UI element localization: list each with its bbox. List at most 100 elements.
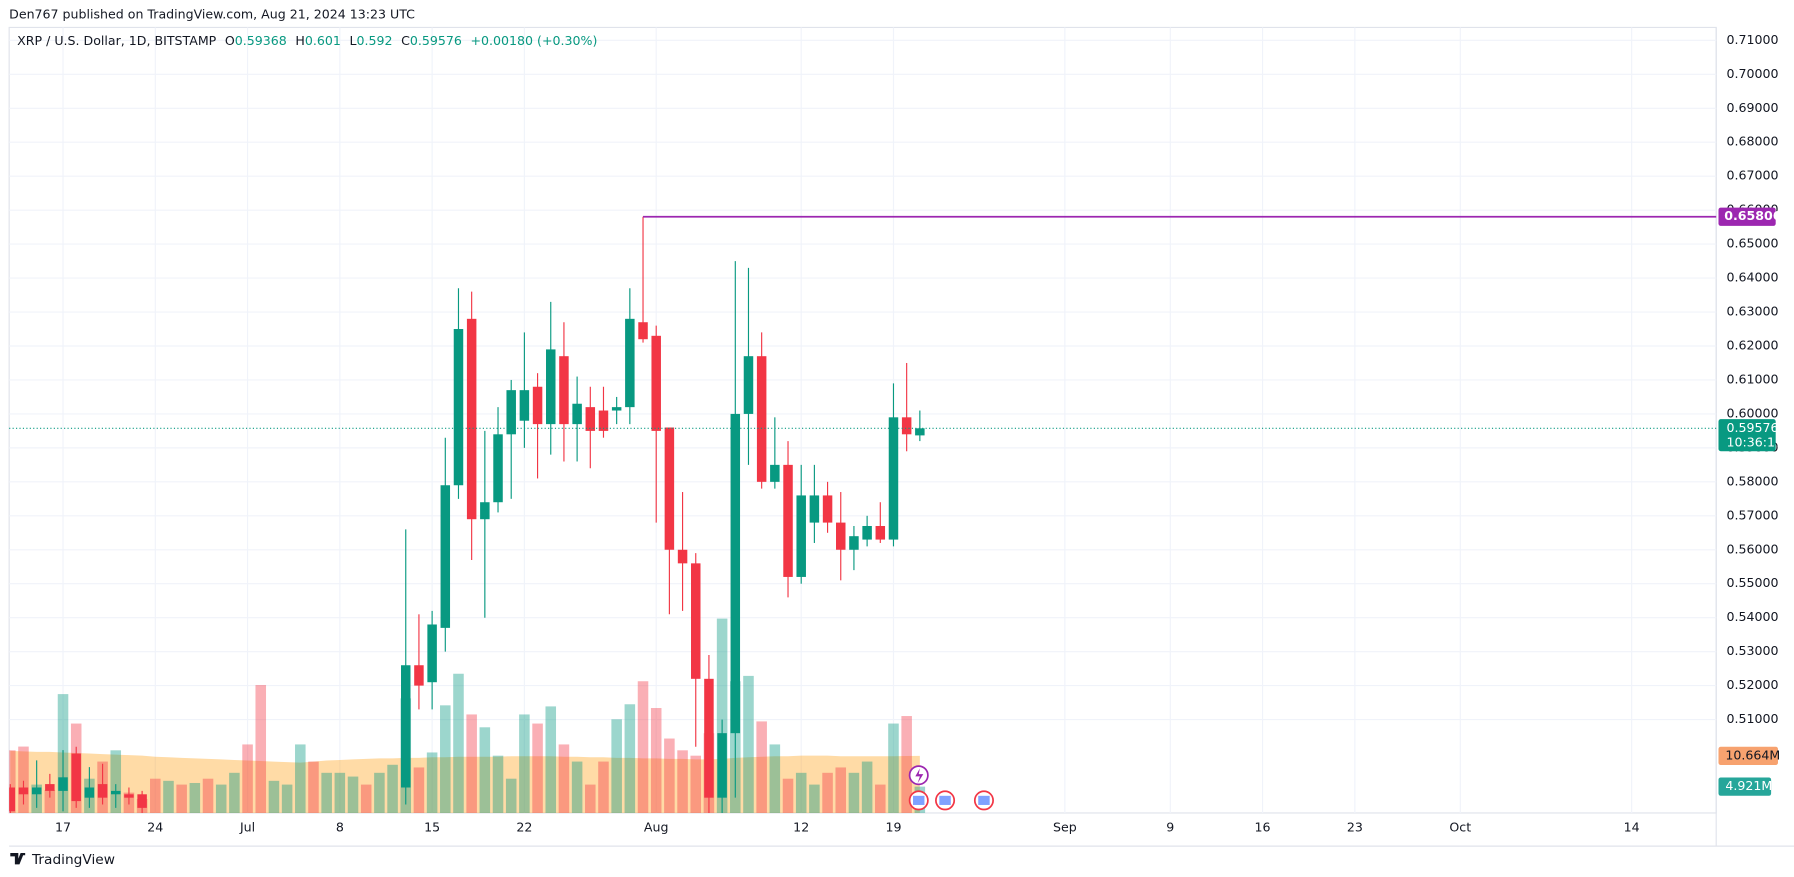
volume-bar: [9, 750, 16, 813]
candle-body: [849, 536, 859, 550]
volume-bar: [650, 708, 662, 813]
volume-bar: [611, 719, 622, 813]
volume-bar: [861, 761, 873, 813]
candle-body: [9, 787, 16, 812]
candle-body: [124, 794, 134, 798]
published-note: Den767 published on TradingView.com, Aug…: [9, 6, 415, 21]
volume-bar: [835, 767, 847, 813]
x-tick-label: 12: [793, 819, 809, 834]
volume-bar: [598, 761, 609, 813]
candle-body: [493, 434, 503, 503]
x-tick-label: 24: [147, 819, 163, 834]
candle-body: [84, 787, 95, 798]
y-tick-label: 0.67000: [1726, 168, 1778, 183]
candle-body: [45, 784, 55, 791]
x-tick-label: 16: [1255, 819, 1271, 834]
candle-body: [401, 665, 411, 788]
change: +0.00180 (+0.30%): [470, 33, 597, 48]
volume-bar: [571, 761, 583, 813]
volume-bar: [321, 772, 332, 813]
y-tick-label: 0.54000: [1726, 609, 1778, 624]
volume-bar: [215, 784, 227, 813]
candle-body: [466, 318, 477, 520]
volume-bar: [453, 673, 464, 813]
volume-bar: [677, 750, 688, 813]
volume-bar: [281, 784, 293, 813]
ohlc-label: O: [225, 33, 235, 48]
ohlc-value: 0.601: [305, 33, 341, 48]
y-tick-label: 0.61000: [1726, 371, 1778, 386]
candle-body: [559, 356, 569, 425]
x-tick-label: 23: [1347, 819, 1363, 834]
candle-body: [440, 485, 451, 628]
candle-body: [18, 787, 29, 795]
x-tick-label: 19: [885, 819, 901, 834]
symbol-title: XRP / U.S. Dollar, 1D, BITSTAMP: [17, 33, 217, 48]
volume-bar: [18, 746, 29, 813]
volume-last-label: 4.921M: [1725, 778, 1772, 793]
candle-body: [638, 322, 648, 340]
y-tick-label: 0.69000: [1726, 100, 1778, 115]
volume-bar: [334, 772, 346, 813]
candle-body: [796, 495, 806, 577]
candle-body: [664, 427, 675, 550]
candle-body: [31, 787, 42, 795]
ohlc-label: H: [295, 33, 304, 48]
candle-body: [427, 624, 437, 683]
ohlc-label: L: [349, 33, 356, 48]
candle-body: [717, 733, 727, 798]
volume-bar: [545, 706, 557, 813]
x-tick-label: 15: [424, 819, 440, 834]
candle-body: [875, 525, 886, 540]
candle-body: [862, 525, 872, 540]
candle-body: [691, 563, 701, 679]
y-tick-label: 0.53000: [1726, 643, 1778, 658]
candle-body: [822, 495, 833, 523]
volume-bar: [387, 764, 398, 813]
candle-body: [58, 777, 68, 791]
volume-bar: [624, 704, 636, 813]
x-tick-label: 14: [1624, 819, 1640, 834]
volume-bar: [637, 681, 649, 813]
x-tick-label: 17: [55, 819, 71, 834]
candle-body: [651, 335, 661, 431]
volume-bar: [690, 755, 702, 813]
x-tick-label: Oct: [1449, 819, 1471, 834]
candle-body: [480, 502, 490, 520]
y-tick-label: 0.65000: [1726, 236, 1778, 251]
volume-bar: [308, 761, 319, 813]
candle-body: [506, 390, 516, 435]
countdown: 10:36:17: [1726, 435, 1783, 450]
candle-body: [901, 417, 912, 435]
candle-body: [453, 329, 464, 486]
volume-bar: [44, 789, 56, 813]
volume-bar: [756, 721, 767, 813]
candle-body: [704, 678, 714, 798]
volume-bar: [888, 723, 899, 813]
event-icons: [908, 765, 994, 811]
volume-bar: [664, 738, 675, 813]
volume-bar: [255, 684, 267, 813]
x-tick-label: 9: [1166, 819, 1174, 834]
candle-body: [111, 790, 121, 795]
volume-bar: [795, 772, 807, 813]
x-tick-label: Jul: [239, 819, 255, 834]
candle-body: [809, 495, 820, 523]
y-tick-label: 0.52000: [1726, 677, 1778, 692]
volume-bar: [585, 784, 596, 813]
volume-bar: [440, 705, 451, 813]
x-tick-label: 8: [336, 819, 344, 834]
candle-body: [888, 417, 899, 540]
y-tick-label: 0.56000: [1726, 541, 1778, 556]
candle-body: [770, 464, 780, 482]
volume-bar: [426, 752, 438, 813]
candle-body: [546, 349, 556, 425]
ohlc-label: C: [401, 33, 410, 48]
volume-bar: [150, 778, 161, 813]
volume-bar: [176, 784, 187, 813]
volume-bar: [347, 776, 359, 813]
candle-body: [611, 407, 622, 411]
brand: TradingView: [31, 852, 115, 868]
candle-body: [598, 410, 609, 431]
